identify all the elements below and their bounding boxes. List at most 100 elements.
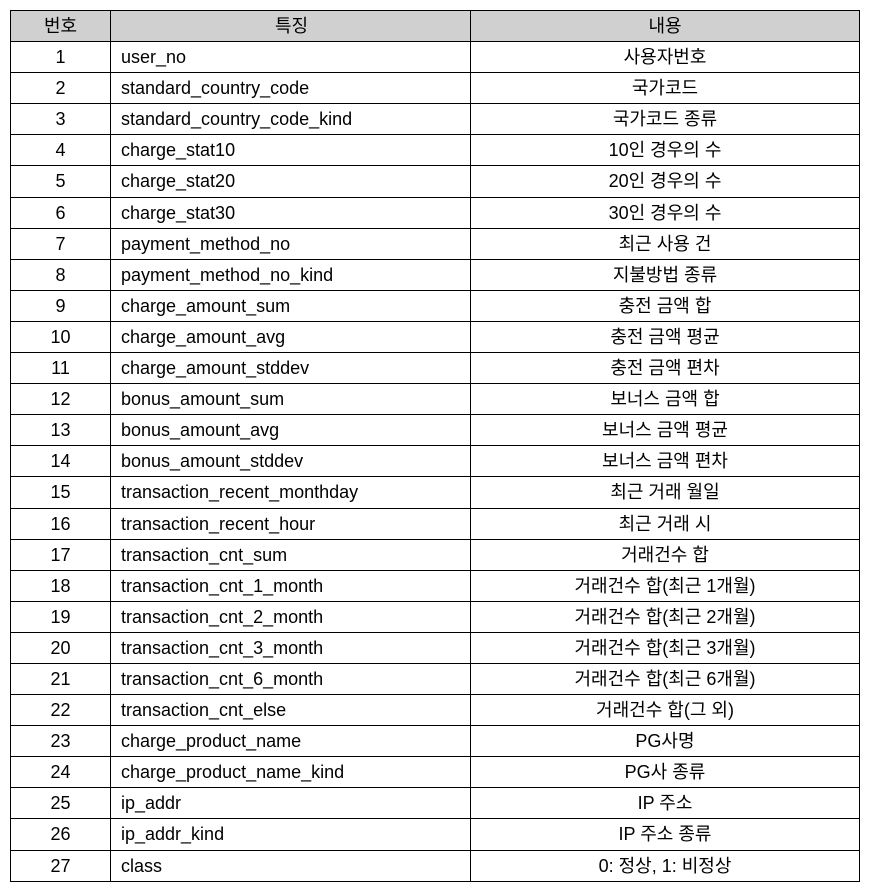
cell-num: 15 bbox=[11, 477, 111, 508]
cell-feature: class bbox=[111, 850, 471, 881]
table-row: 27class0: 정상, 1: 비정상 bbox=[11, 850, 860, 881]
cell-feature: payment_method_no bbox=[111, 228, 471, 259]
cell-num: 16 bbox=[11, 508, 111, 539]
table-row: 5charge_stat2020인 경우의 수 bbox=[11, 166, 860, 197]
cell-content: 사용자번호 bbox=[471, 42, 860, 73]
cell-num: 21 bbox=[11, 663, 111, 694]
table-row: 26ip_addr_kindIP 주소 종류 bbox=[11, 819, 860, 850]
cell-num: 26 bbox=[11, 819, 111, 850]
table-row: 8payment_method_no_kind지불방법 종류 bbox=[11, 259, 860, 290]
cell-num: 18 bbox=[11, 570, 111, 601]
cell-feature: ip_addr_kind bbox=[111, 819, 471, 850]
cell-content: 국가코드 bbox=[471, 73, 860, 104]
cell-num: 5 bbox=[11, 166, 111, 197]
cell-feature: transaction_cnt_3_month bbox=[111, 632, 471, 663]
table-body: 1user_no사용자번호2standard_country_code국가코드3… bbox=[11, 42, 860, 882]
cell-num: 17 bbox=[11, 539, 111, 570]
cell-num: 3 bbox=[11, 104, 111, 135]
cell-content: 20인 경우의 수 bbox=[471, 166, 860, 197]
table-row: 24charge_product_name_kindPG사 종류 bbox=[11, 757, 860, 788]
table-row: 15transaction_recent_monthday최근 거래 월일 bbox=[11, 477, 860, 508]
cell-content: 거래건수 합(최근 3개월) bbox=[471, 632, 860, 663]
cell-content: 충전 금액 편차 bbox=[471, 353, 860, 384]
cell-num: 24 bbox=[11, 757, 111, 788]
cell-num: 4 bbox=[11, 135, 111, 166]
cell-content: 거래건수 합(최근 1개월) bbox=[471, 570, 860, 601]
cell-feature: charge_amount_avg bbox=[111, 321, 471, 352]
cell-feature: transaction_cnt_else bbox=[111, 695, 471, 726]
cell-num: 25 bbox=[11, 788, 111, 819]
cell-content: 지불방법 종류 bbox=[471, 259, 860, 290]
cell-feature: charge_product_name bbox=[111, 726, 471, 757]
table-row: 22transaction_cnt_else거래건수 합(그 외) bbox=[11, 695, 860, 726]
cell-content: 10인 경우의 수 bbox=[471, 135, 860, 166]
table-row: 10charge_amount_avg충전 금액 평균 bbox=[11, 321, 860, 352]
cell-feature: transaction_cnt_sum bbox=[111, 539, 471, 570]
cell-feature: charge_stat20 bbox=[111, 166, 471, 197]
cell-content: 국가코드 종류 bbox=[471, 104, 860, 135]
table-row: 18transaction_cnt_1_month거래건수 합(최근 1개월) bbox=[11, 570, 860, 601]
table-row: 13bonus_amount_avg보너스 금액 평균 bbox=[11, 415, 860, 446]
cell-num: 20 bbox=[11, 632, 111, 663]
cell-content: PG사명 bbox=[471, 726, 860, 757]
cell-feature: user_no bbox=[111, 42, 471, 73]
table-row: 16transaction_recent_hour최근 거래 시 bbox=[11, 508, 860, 539]
table-row: 2standard_country_code국가코드 bbox=[11, 73, 860, 104]
cell-num: 14 bbox=[11, 446, 111, 477]
cell-feature: bonus_amount_avg bbox=[111, 415, 471, 446]
cell-feature: bonus_amount_stddev bbox=[111, 446, 471, 477]
cell-num: 6 bbox=[11, 197, 111, 228]
cell-feature: charge_stat30 bbox=[111, 197, 471, 228]
cell-content: PG사 종류 bbox=[471, 757, 860, 788]
cell-content: 보너스 금액 합 bbox=[471, 384, 860, 415]
table-row: 21transaction_cnt_6_month거래건수 합(최근 6개월) bbox=[11, 663, 860, 694]
cell-content: 거래건수 합(그 외) bbox=[471, 695, 860, 726]
cell-num: 8 bbox=[11, 259, 111, 290]
cell-feature: charge_product_name_kind bbox=[111, 757, 471, 788]
cell-num: 27 bbox=[11, 850, 111, 881]
cell-feature: standard_country_code_kind bbox=[111, 104, 471, 135]
header-num: 번호 bbox=[11, 11, 111, 42]
cell-num: 1 bbox=[11, 42, 111, 73]
cell-content: 충전 금액 합 bbox=[471, 290, 860, 321]
cell-num: 13 bbox=[11, 415, 111, 446]
cell-num: 22 bbox=[11, 695, 111, 726]
cell-feature: charge_stat10 bbox=[111, 135, 471, 166]
cell-feature: ip_addr bbox=[111, 788, 471, 819]
cell-content: 충전 금액 평균 bbox=[471, 321, 860, 352]
cell-feature: transaction_recent_monthday bbox=[111, 477, 471, 508]
cell-num: 10 bbox=[11, 321, 111, 352]
cell-content: 거래건수 합(최근 6개월) bbox=[471, 663, 860, 694]
cell-feature: standard_country_code bbox=[111, 73, 471, 104]
header-content: 내용 bbox=[471, 11, 860, 42]
cell-feature: transaction_cnt_2_month bbox=[111, 601, 471, 632]
cell-content: IP 주소 종류 bbox=[471, 819, 860, 850]
cell-feature: transaction_cnt_1_month bbox=[111, 570, 471, 601]
cell-content: 최근 거래 시 bbox=[471, 508, 860, 539]
cell-num: 12 bbox=[11, 384, 111, 415]
table-row: 4charge_stat1010인 경우의 수 bbox=[11, 135, 860, 166]
cell-feature: payment_method_no_kind bbox=[111, 259, 471, 290]
cell-content: 거래건수 합 bbox=[471, 539, 860, 570]
cell-feature: charge_amount_sum bbox=[111, 290, 471, 321]
table-header-row: 번호 특징 내용 bbox=[11, 11, 860, 42]
cell-content: 30인 경우의 수 bbox=[471, 197, 860, 228]
cell-num: 7 bbox=[11, 228, 111, 259]
cell-content: 최근 사용 건 bbox=[471, 228, 860, 259]
table-row: 9charge_amount_sum충전 금액 합 bbox=[11, 290, 860, 321]
cell-feature: charge_amount_stddev bbox=[111, 353, 471, 384]
table-row: 3standard_country_code_kind국가코드 종류 bbox=[11, 104, 860, 135]
table-row: 17transaction_cnt_sum거래건수 합 bbox=[11, 539, 860, 570]
table-row: 7payment_method_no최근 사용 건 bbox=[11, 228, 860, 259]
table-row: 6charge_stat3030인 경우의 수 bbox=[11, 197, 860, 228]
cell-feature: bonus_amount_sum bbox=[111, 384, 471, 415]
header-feature: 특징 bbox=[111, 11, 471, 42]
table-row: 12bonus_amount_sum보너스 금액 합 bbox=[11, 384, 860, 415]
cell-num: 23 bbox=[11, 726, 111, 757]
table-row: 1user_no사용자번호 bbox=[11, 42, 860, 73]
cell-num: 19 bbox=[11, 601, 111, 632]
table-row: 14bonus_amount_stddev보너스 금액 편차 bbox=[11, 446, 860, 477]
cell-content: 최근 거래 월일 bbox=[471, 477, 860, 508]
cell-feature: transaction_cnt_6_month bbox=[111, 663, 471, 694]
table-row: 25ip_addrIP 주소 bbox=[11, 788, 860, 819]
